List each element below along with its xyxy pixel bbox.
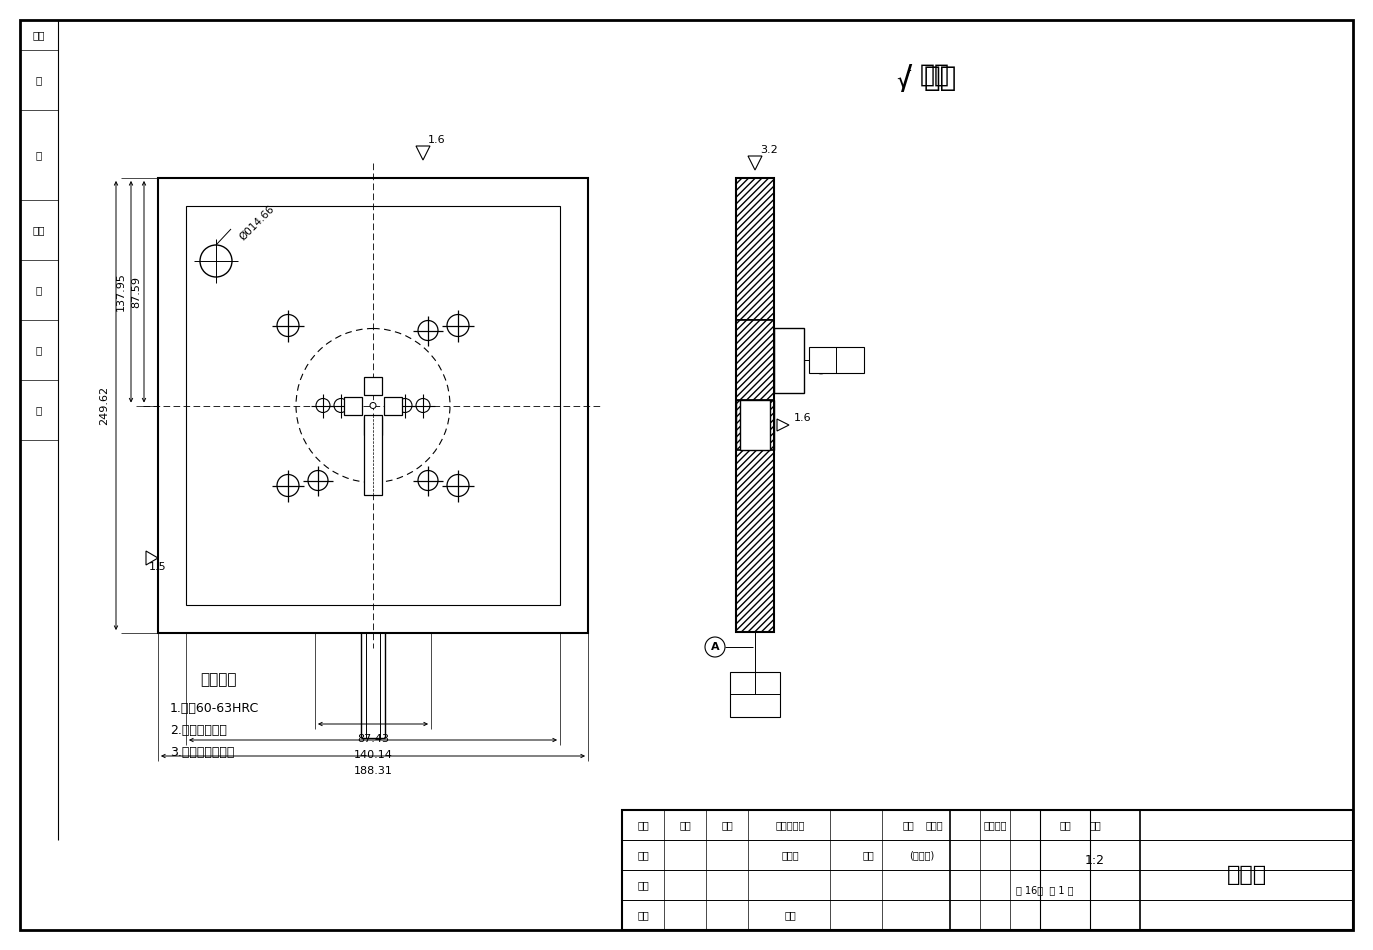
Text: Ø014.66: Ø014.66 xyxy=(238,203,276,242)
Text: 号: 号 xyxy=(36,285,43,295)
Text: 图: 图 xyxy=(36,75,43,85)
Circle shape xyxy=(308,470,328,490)
Text: 登记: 登记 xyxy=(33,30,45,40)
Text: 阶段标记: 阶段标记 xyxy=(983,820,1006,830)
Text: 标记: 标记 xyxy=(637,820,649,830)
Text: 0.025: 0.025 xyxy=(817,346,827,374)
Circle shape xyxy=(417,470,438,490)
Text: 共 16张  第 1 张: 共 16张 第 1 张 xyxy=(1016,885,1074,895)
Circle shape xyxy=(277,314,299,336)
Bar xyxy=(384,396,402,414)
Text: 188.31: 188.31 xyxy=(354,766,393,776)
Text: 技术要求: 技术要求 xyxy=(200,673,236,688)
Text: 1.6: 1.6 xyxy=(794,413,811,423)
Circle shape xyxy=(334,398,347,412)
Circle shape xyxy=(448,474,470,497)
Text: 140.14: 140.14 xyxy=(354,750,393,760)
Text: 字: 字 xyxy=(36,345,43,355)
Text: 3.2: 3.2 xyxy=(761,145,777,155)
Circle shape xyxy=(297,329,450,483)
Circle shape xyxy=(704,637,725,657)
Text: 2.锐边锐角倒钝: 2.锐边锐角倒钝 xyxy=(170,724,227,737)
Text: 1.5: 1.5 xyxy=(150,562,166,572)
Text: 处数: 处数 xyxy=(680,820,691,830)
Bar xyxy=(736,178,774,632)
Circle shape xyxy=(200,245,232,277)
Text: 签名: 签名 xyxy=(862,850,873,860)
Text: 249.62: 249.62 xyxy=(99,386,108,425)
Bar xyxy=(158,178,588,633)
Circle shape xyxy=(316,398,330,412)
Text: (年月日): (年月日) xyxy=(909,850,935,860)
Bar xyxy=(736,400,774,450)
Text: 批准: 批准 xyxy=(784,910,796,920)
Text: 期: 期 xyxy=(36,405,43,415)
Text: 3.无裂纹硬力均匀: 3.无裂纹硬力均匀 xyxy=(170,746,235,759)
Bar xyxy=(736,320,774,400)
Text: 比例: 比例 xyxy=(1089,820,1101,830)
Text: 校: 校 xyxy=(36,150,43,160)
Bar xyxy=(364,416,382,434)
Circle shape xyxy=(416,398,430,412)
Bar xyxy=(345,396,362,414)
Bar xyxy=(736,178,774,320)
Circle shape xyxy=(369,403,376,408)
Text: 动模板: 动模板 xyxy=(1226,865,1266,885)
Text: A: A xyxy=(762,678,772,688)
Text: 1.淬火60-63HRC: 1.淬火60-63HRC xyxy=(170,702,259,715)
Text: 余其: 余其 xyxy=(920,63,950,87)
Text: A: A xyxy=(846,355,854,365)
Text: 137.95: 137.95 xyxy=(115,273,126,312)
Bar xyxy=(774,328,805,392)
Text: 标准化: 标准化 xyxy=(781,850,799,860)
Text: 更改文件号: 更改文件号 xyxy=(776,820,805,830)
Text: 1.6: 1.6 xyxy=(428,135,446,145)
Circle shape xyxy=(398,398,412,412)
Text: /: / xyxy=(901,64,912,97)
Circle shape xyxy=(277,474,299,497)
Text: 分区: 分区 xyxy=(721,820,733,830)
Text: 87.59: 87.59 xyxy=(130,276,141,308)
Text: 0.02: 0.02 xyxy=(750,694,761,715)
Bar xyxy=(622,810,1352,930)
Bar xyxy=(740,400,770,450)
Text: 签名: 签名 xyxy=(902,820,914,830)
Bar xyxy=(730,672,780,717)
Bar xyxy=(364,414,382,495)
Text: A: A xyxy=(711,642,719,652)
Text: 1:2: 1:2 xyxy=(1085,853,1105,866)
Text: 审核: 审核 xyxy=(637,880,649,890)
Text: 余其: 余其 xyxy=(924,64,957,92)
Bar xyxy=(736,450,774,632)
Text: 总号: 总号 xyxy=(33,225,45,235)
Text: 工艺: 工艺 xyxy=(637,910,649,920)
Text: √: √ xyxy=(895,72,910,92)
Text: 重量: 重量 xyxy=(1059,820,1071,830)
Text: 设计: 设计 xyxy=(637,850,649,860)
Text: 年月日: 年月日 xyxy=(925,820,943,830)
Bar xyxy=(809,347,864,373)
Bar xyxy=(364,376,382,394)
Circle shape xyxy=(417,320,438,340)
Bar xyxy=(185,206,560,605)
Text: 87.43: 87.43 xyxy=(357,734,389,744)
Circle shape xyxy=(448,314,470,336)
